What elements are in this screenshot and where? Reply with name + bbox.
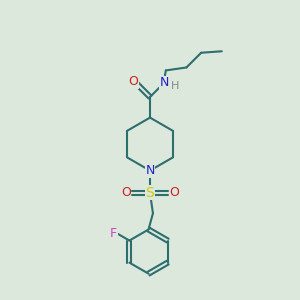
Text: N: N bbox=[160, 76, 169, 89]
Text: S: S bbox=[146, 186, 154, 200]
Text: O: O bbox=[121, 186, 131, 199]
Text: F: F bbox=[110, 227, 117, 240]
Text: O: O bbox=[129, 76, 139, 88]
Text: H: H bbox=[170, 81, 179, 91]
Text: N: N bbox=[145, 164, 155, 177]
Text: O: O bbox=[169, 186, 179, 199]
